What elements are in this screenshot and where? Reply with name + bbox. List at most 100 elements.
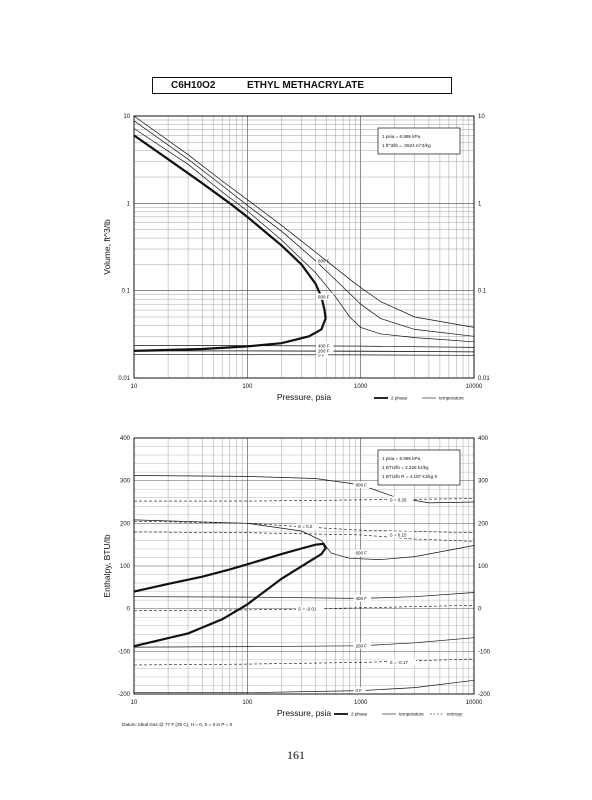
y-axis-label: Enthalpy, BTU/lb bbox=[102, 534, 112, 597]
entropy-label: S = 0.15 bbox=[390, 532, 407, 537]
y-tick-label: 300 bbox=[120, 479, 131, 485]
label-background bbox=[315, 347, 334, 355]
y-tick-label: 200 bbox=[120, 521, 131, 527]
x-tick-label: 10000 bbox=[466, 384, 483, 390]
right-y-tick-label: 1 bbox=[478, 201, 482, 207]
entropy-line bbox=[133, 658, 475, 666]
temperature-line bbox=[133, 519, 475, 560]
conversion-text: 1 BTU/lb = 2.326 kJ/kg bbox=[382, 465, 429, 470]
entropy-line bbox=[134, 498, 475, 502]
temperature-label: 600 F bbox=[355, 551, 367, 556]
conversion-box bbox=[377, 127, 461, 155]
conversion-text: 1 ft^3/lb = .0624 m^3/kg bbox=[382, 143, 431, 148]
y-tick-label: 0.01 bbox=[118, 376, 130, 382]
x-tick-label: 10 bbox=[131, 700, 138, 706]
x-axis-label: Pressure, psia bbox=[277, 392, 332, 402]
temperature-line bbox=[134, 354, 475, 356]
y-tick-label: 0.1 bbox=[122, 289, 131, 295]
temperature-label: 200 F bbox=[318, 349, 330, 354]
right-y-tick-label: -100 bbox=[478, 649, 491, 655]
entropy-label: S = -0.17 bbox=[390, 660, 409, 665]
label-background bbox=[353, 481, 371, 488]
temperature-line bbox=[133, 115, 475, 328]
label-background bbox=[387, 496, 414, 503]
conversion-text: 1 psia = 6.895 kPa bbox=[382, 456, 421, 461]
y-axis-label: Volume, ft^3/lb bbox=[102, 219, 112, 275]
x-tick-label: 1000 bbox=[354, 384, 368, 390]
temperature-line bbox=[134, 345, 475, 348]
x-tick-label: 100 bbox=[242, 700, 253, 706]
right-y-tick-label: 400 bbox=[478, 436, 489, 442]
conversion-text: 1 BTU/lb R = 4.187 kJ/kg K bbox=[382, 474, 438, 479]
conversion-box bbox=[377, 449, 461, 486]
y-tick-label: -200 bbox=[118, 692, 131, 698]
x-tick-label: 10 bbox=[131, 384, 138, 390]
label-background bbox=[315, 342, 334, 350]
temperature-line bbox=[133, 128, 475, 343]
entropy-line bbox=[133, 531, 475, 542]
legend-label: entropy bbox=[447, 712, 463, 717]
temperature-label: 400 F bbox=[318, 344, 330, 349]
right-y-tick-label: 0 bbox=[478, 607, 482, 613]
x-tick-label: 100 bbox=[242, 384, 253, 390]
y-tick-label: 10 bbox=[123, 114, 130, 120]
legend-label: temperature bbox=[439, 396, 464, 401]
right-y-tick-label: -200 bbox=[478, 692, 491, 698]
chemical-name: ETHYL METHACRYLATE bbox=[247, 80, 365, 91]
legend-label: 2 phase bbox=[351, 712, 368, 717]
two-phase-curve bbox=[133, 542, 327, 648]
y-tick-label: 100 bbox=[120, 564, 131, 570]
temperature-label: 0 F bbox=[355, 688, 362, 693]
label-background bbox=[353, 549, 371, 557]
label-background bbox=[387, 658, 416, 666]
page-number: 161 bbox=[287, 748, 305, 762]
temperature-label: 600 F bbox=[318, 294, 330, 299]
chart-title-box: C6H10O2 ETHYL METHACRYLATE bbox=[152, 77, 452, 94]
label-background bbox=[315, 293, 334, 300]
two-phase-curve bbox=[133, 134, 327, 352]
label-background bbox=[296, 605, 325, 613]
right-y-tick-label: 0.01 bbox=[478, 376, 490, 382]
temperature-label: 800 F bbox=[318, 258, 330, 263]
x-tick-label: 1000 bbox=[354, 700, 368, 706]
plot-frame bbox=[133, 115, 475, 379]
label-background bbox=[387, 531, 414, 538]
label-background bbox=[353, 594, 371, 602]
label-background bbox=[296, 523, 319, 530]
temperature-line bbox=[134, 350, 475, 353]
temperature-line bbox=[133, 637, 475, 648]
label-background bbox=[353, 687, 366, 694]
y-tick-label: 400 bbox=[120, 436, 131, 442]
conversion-text: 1 psia = 6.895 kPa bbox=[382, 134, 421, 139]
temperature-label: 400 F bbox=[355, 596, 367, 601]
footnote: Datum: Ideal Gas @ 77 F (25 C), H = 0, S… bbox=[122, 722, 233, 727]
plot-frame bbox=[133, 437, 475, 695]
temperature-label: 800 F bbox=[355, 482, 367, 487]
legend-label: 2 phase bbox=[391, 396, 408, 401]
label-background bbox=[353, 642, 371, 649]
y-tick-label: 0 bbox=[127, 607, 131, 613]
entropy-label: S = -0.01 bbox=[298, 607, 317, 612]
right-y-tick-label: 0.1 bbox=[478, 289, 487, 295]
temperature-line bbox=[133, 592, 475, 599]
temperature-line bbox=[134, 679, 475, 694]
right-y-tick-label: 200 bbox=[478, 521, 489, 527]
label-background bbox=[315, 257, 334, 264]
x-tick-label: 10000 bbox=[466, 700, 483, 706]
right-y-tick-label: 10 bbox=[478, 114, 485, 120]
y-tick-label: -100 bbox=[118, 649, 131, 655]
label-background bbox=[315, 351, 329, 358]
right-y-tick-label: 300 bbox=[478, 479, 489, 485]
entropy-label: S = 0.26 bbox=[390, 497, 407, 502]
temperature-label: 200 F bbox=[355, 643, 367, 648]
legend-label: temperature bbox=[399, 712, 424, 717]
x-axis-label: Pressure, psia bbox=[277, 708, 332, 718]
y-tick-label: 1 bbox=[127, 201, 131, 207]
entropy-label: S = 0.2 bbox=[298, 524, 313, 529]
temperature-line bbox=[133, 120, 475, 337]
right-y-tick-label: 100 bbox=[478, 564, 489, 570]
temperature-label: 0 F bbox=[318, 352, 325, 357]
chemical-formula: C6H10O2 bbox=[171, 80, 216, 91]
